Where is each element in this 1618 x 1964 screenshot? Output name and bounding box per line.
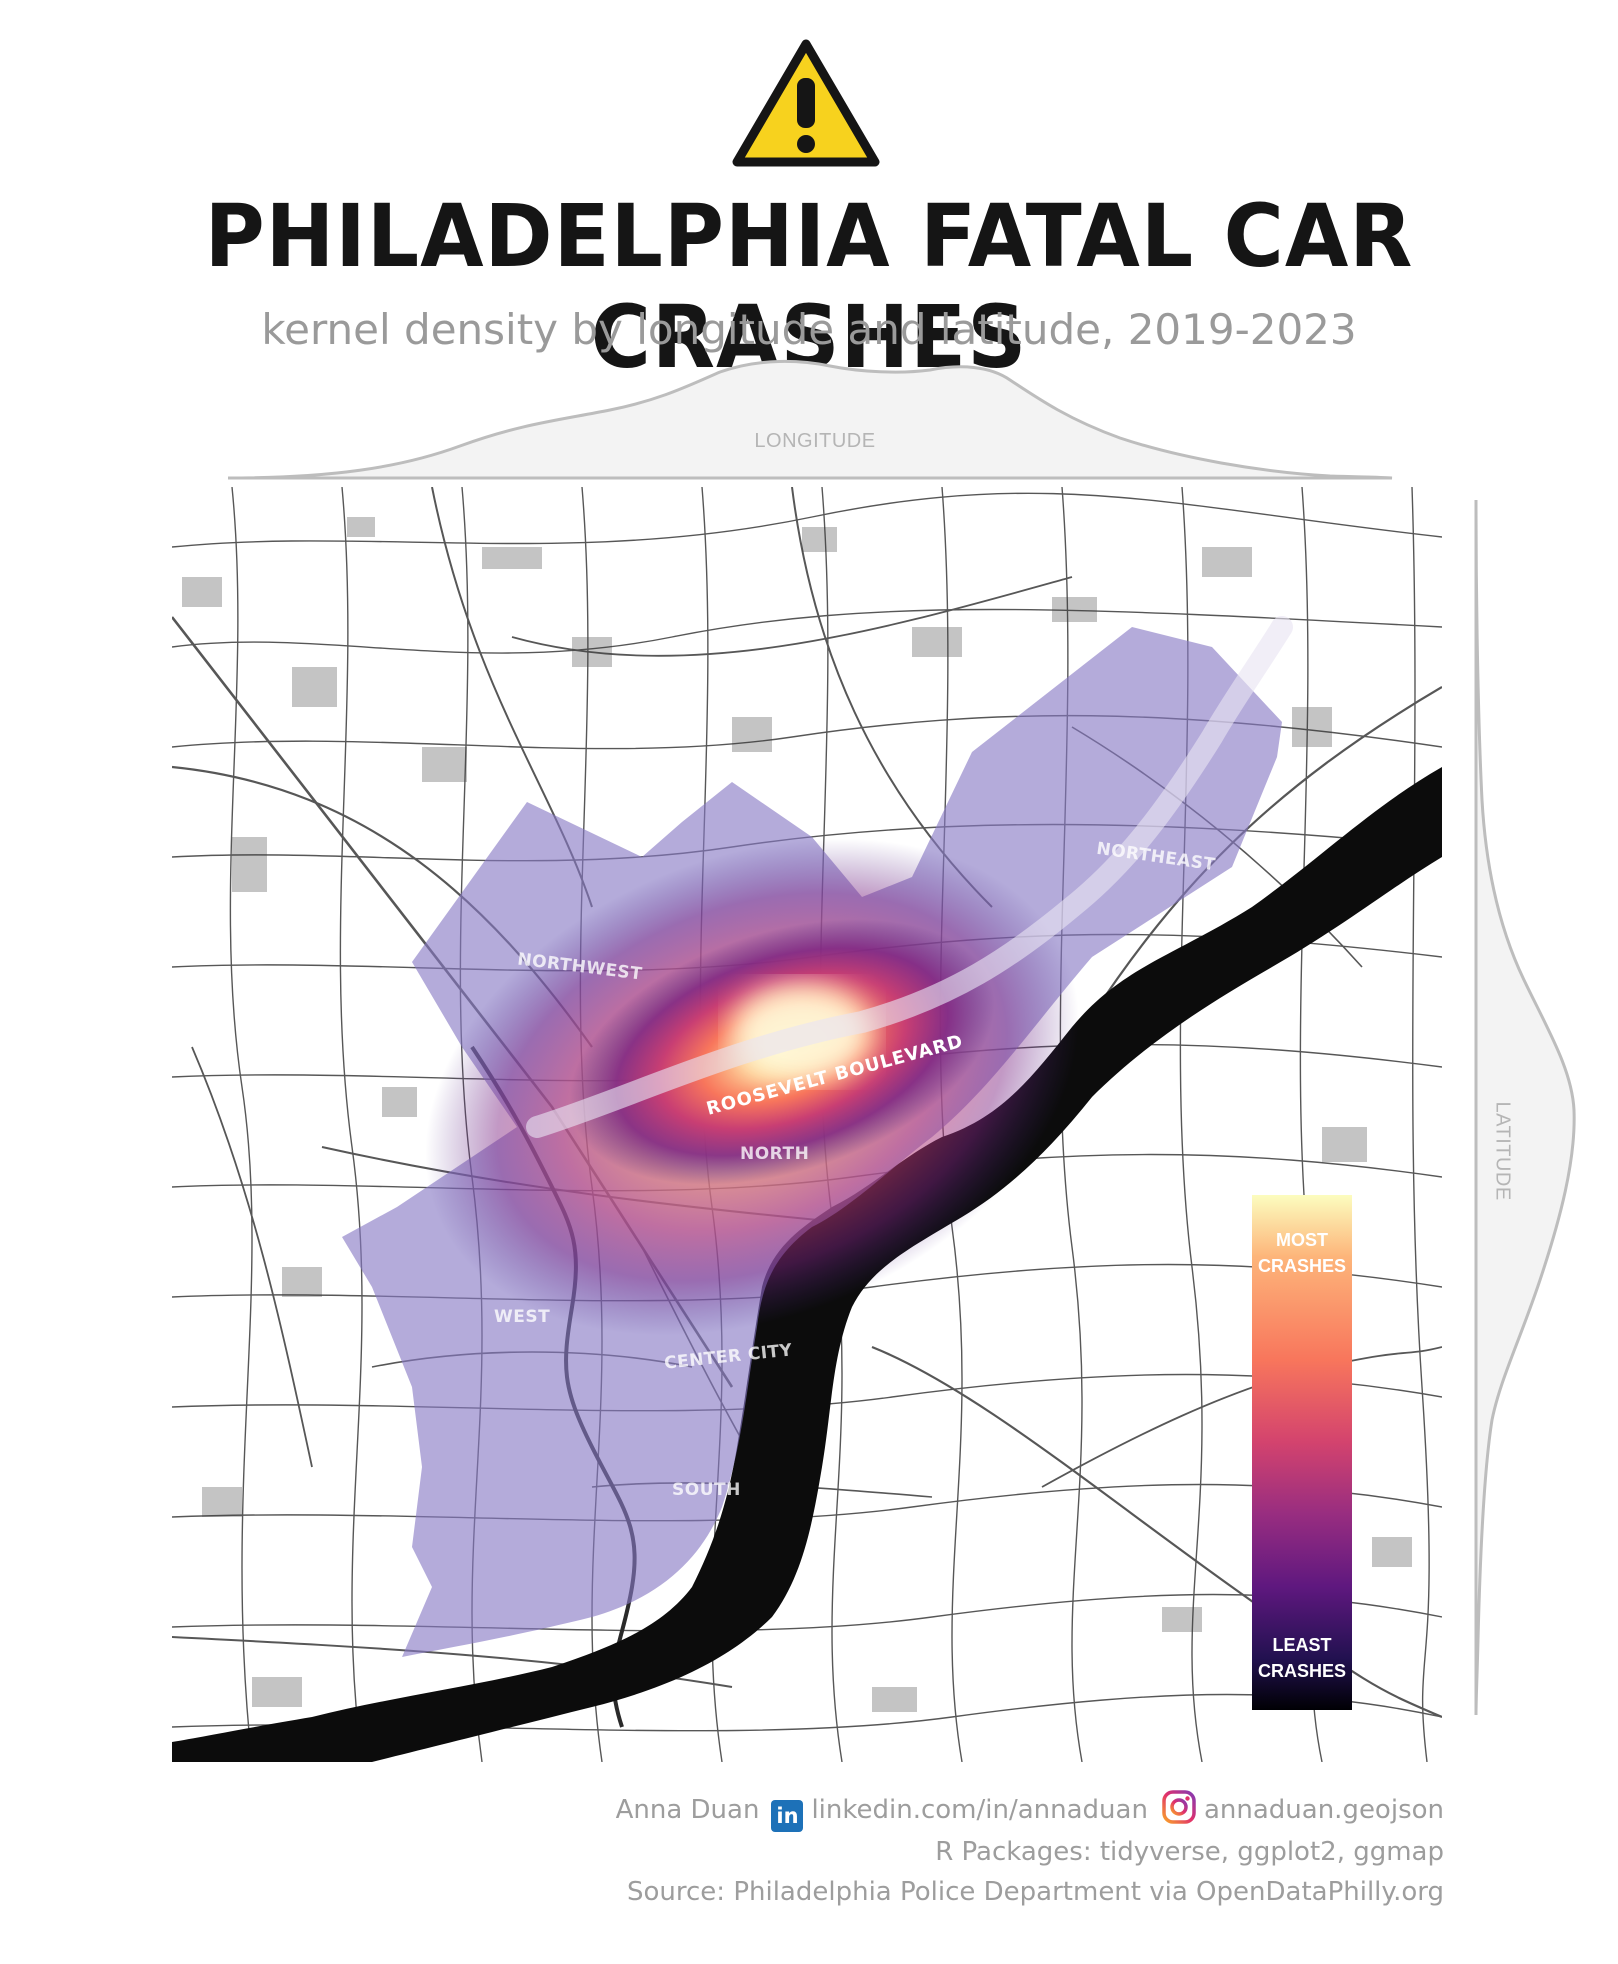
- page-subtitle: kernel density by longitude and latitude…: [261, 305, 1357, 354]
- warning-triangle-icon: [732, 39, 880, 167]
- author-name: Anna Duan: [615, 1795, 760, 1825]
- latitude-density-curve: [1474, 499, 1576, 1716]
- longitude-axis-label: LONGITUDE: [754, 430, 876, 452]
- linkedin-link[interactable]: linkedin.com/in/annaduan: [811, 1795, 1148, 1825]
- instagram-icon: [1162, 1790, 1196, 1824]
- region-label-west: WEST: [494, 1307, 551, 1327]
- credit-author-line: Anna Duan in linkedin.com/in/annaduan anna…: [616, 1790, 1444, 1832]
- latitude-axis-label: LATITUDE: [1491, 1101, 1514, 1201]
- instagram-handle[interactable]: annaduan.geojson: [1203, 1795, 1444, 1825]
- credits: Anna Duan in linkedin.com/in/annaduan anna…: [616, 1790, 1444, 1912]
- legend-label-least: LEAST CRASHES: [1252, 1632, 1352, 1684]
- legend-label-least-text: LEAST CRASHES: [1257, 1635, 1346, 1681]
- roosevelt-boulevard-path: [526, 616, 1293, 1138]
- color-legend: MOST CRASHES LEAST CRASHES: [1252, 1195, 1352, 1710]
- basemap: NORTHWEST NORTHEAST NORTH WEST CENTER CI…: [172, 487, 1442, 1762]
- credit-packages: R Packages: tidyverse, ggplot2, ggmap: [935, 1837, 1444, 1867]
- credit-source: Source: Philadelphia Police Department v…: [627, 1877, 1444, 1907]
- legend-label-most-text: MOST CRASHES: [1257, 1230, 1346, 1276]
- legend-label-most: MOST CRASHES: [1252, 1227, 1352, 1279]
- longitude-density-curve: [227, 359, 1393, 480]
- linkedin-icon: in: [771, 1800, 804, 1832]
- region-label-north: NORTH: [740, 1144, 810, 1164]
- region-label-south: SOUTH: [672, 1480, 741, 1500]
- parks: [182, 517, 1412, 1712]
